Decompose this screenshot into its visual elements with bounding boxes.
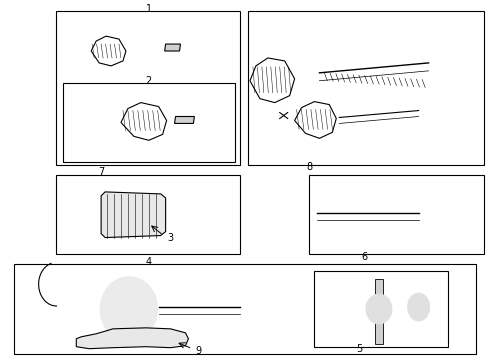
Polygon shape: [174, 117, 195, 123]
Text: 5: 5: [356, 344, 362, 354]
Polygon shape: [121, 103, 167, 140]
Text: 6: 6: [361, 252, 367, 262]
Text: 8: 8: [306, 162, 313, 172]
Bar: [63, 83, 235, 162]
Ellipse shape: [100, 277, 158, 341]
Text: 9: 9: [196, 346, 201, 356]
Text: 7: 7: [98, 167, 104, 177]
Polygon shape: [101, 192, 166, 238]
Bar: [248, 11, 484, 165]
Polygon shape: [250, 58, 294, 103]
Text: 2: 2: [146, 76, 152, 86]
Text: 4: 4: [146, 257, 152, 267]
Text: 1: 1: [146, 4, 152, 14]
Polygon shape: [91, 36, 126, 66]
Bar: [14, 264, 476, 354]
Polygon shape: [165, 44, 180, 51]
Polygon shape: [294, 102, 336, 138]
Ellipse shape: [366, 294, 392, 324]
Text: 3: 3: [168, 233, 173, 243]
Bar: [315, 271, 448, 347]
Polygon shape: [375, 279, 383, 344]
Bar: [56, 175, 240, 255]
Polygon shape: [76, 328, 189, 349]
Ellipse shape: [408, 293, 430, 321]
Bar: [56, 11, 240, 165]
Bar: [310, 175, 484, 255]
